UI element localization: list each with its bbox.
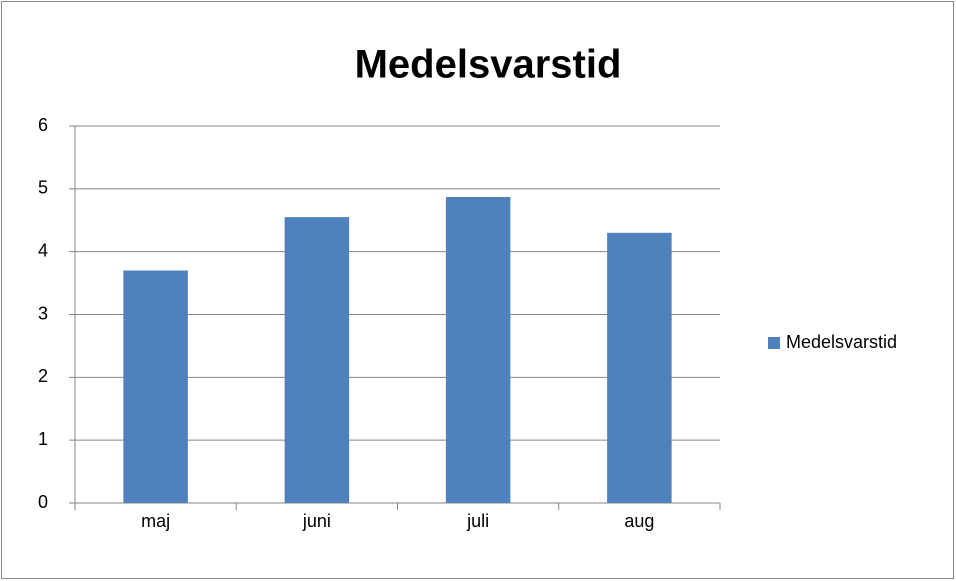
bar [607,232,672,504]
y-tick-label: 1 [38,429,48,449]
chart-title: Medelsvarstid [355,43,622,87]
x-tick-label: aug [624,511,654,531]
bar [445,197,511,504]
x-tick-label: juni [302,511,331,531]
bar [284,217,350,503]
y-tick-label: 2 [38,366,48,386]
x-tick-label: maj [141,511,170,531]
legend-label: Medelsvarstid [786,332,897,352]
y-tick-label: 4 [38,240,48,260]
bar [123,270,188,503]
y-tick-label: 5 [38,178,48,198]
legend-swatch [768,337,780,349]
y-tick-label: 6 [38,115,48,135]
y-tick-label: 3 [38,303,48,323]
y-tick-label: 0 [38,492,48,512]
x-tick-label: juli [466,511,489,531]
